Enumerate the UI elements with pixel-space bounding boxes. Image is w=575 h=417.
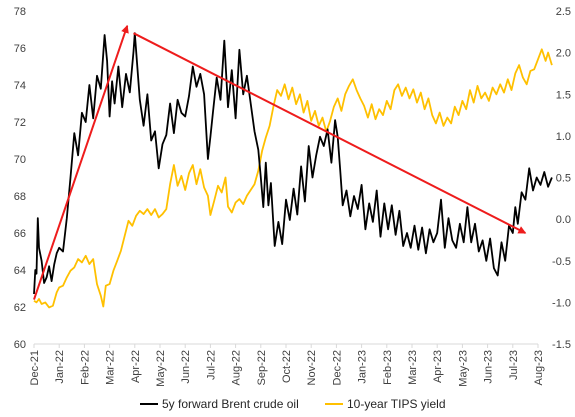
x-axis: Dec-21 Jan-22 Feb-22 Mar-22 Apr-22 May-22 Jun-… <box>29 344 545 387</box>
right-tick-label: -1.5 <box>552 339 571 351</box>
arrow-annotations <box>33 24 527 300</box>
x-tick-label: Sep-22 <box>256 350 268 385</box>
x-tick-label: Dec-21 <box>29 350 41 385</box>
left-tick-label: 60 <box>14 339 26 351</box>
series-layer <box>33 32 553 309</box>
right-tick-label: 0.5 <box>556 173 571 185</box>
x-tick-label: Mar-23 <box>407 350 419 385</box>
x-tick-label: Jan-22 <box>54 350 66 384</box>
x-tick-label: May-23 <box>457 350 469 387</box>
x-tick-label: Jan-23 <box>357 350 369 384</box>
left-tick-label: 66 <box>14 228 26 240</box>
left-tick-label: 74 <box>14 80 26 92</box>
x-tick-label: Mar-22 <box>105 350 117 385</box>
legend-label-tips: 10-year TIPS yield <box>347 397 446 411</box>
left-tick-label: 72 <box>14 117 26 129</box>
x-tick-label: Nov-22 <box>306 350 318 385</box>
right-axis: -1.5 -1.0 -0.5 0.0 0.5 1.0 1.5 2.0 2.5 <box>552 6 571 351</box>
x-tick-label: Oct-22 <box>281 350 293 383</box>
right-tick-label: 1.5 <box>556 89 571 101</box>
legend-label-oil: 5y forward Brent crude oil <box>162 397 299 411</box>
left-tick-label: 78 <box>14 6 26 18</box>
left-tick-label: 68 <box>14 191 26 203</box>
x-tick-label: Apr-22 <box>130 350 142 383</box>
left-tick-label: 64 <box>14 265 26 277</box>
x-tick-label: Jul-22 <box>205 350 217 380</box>
left-tick-label: 70 <box>14 154 26 166</box>
x-tick-label: Dec-22 <box>331 350 343 385</box>
legend: 5y forward Brent crude oil 10-year TIPS … <box>140 397 446 411</box>
x-tick-label: Jun-23 <box>483 350 495 384</box>
left-axis: 60 62 64 66 68 70 72 74 76 78 <box>14 6 26 351</box>
x-tick-label: May-22 <box>155 350 167 387</box>
x-tick-label: Jul-23 <box>508 350 520 380</box>
x-tick-label: Feb-22 <box>79 350 91 385</box>
oil-series-line <box>33 32 553 295</box>
right-tick-label: -0.5 <box>552 256 571 268</box>
right-tick-label: 2.0 <box>556 48 571 60</box>
right-tick-label: 0.0 <box>556 214 571 226</box>
trend-arrow-1 <box>33 24 129 300</box>
tips-series-line <box>33 48 553 309</box>
x-tick-label: Apr-23 <box>432 350 444 383</box>
x-tick-label: Aug-22 <box>231 350 243 385</box>
x-tick-label: Aug-23 <box>533 350 545 385</box>
left-tick-label: 76 <box>14 43 26 55</box>
right-tick-label: -1.0 <box>552 297 571 309</box>
x-tick-label: Feb-23 <box>382 350 394 385</box>
right-tick-label: 2.5 <box>556 6 571 18</box>
right-tick-label: 1.0 <box>556 131 571 143</box>
trend-arrow-2 <box>133 32 527 234</box>
left-tick-label: 62 <box>14 302 26 314</box>
x-tick-label: Jun-22 <box>180 350 192 384</box>
